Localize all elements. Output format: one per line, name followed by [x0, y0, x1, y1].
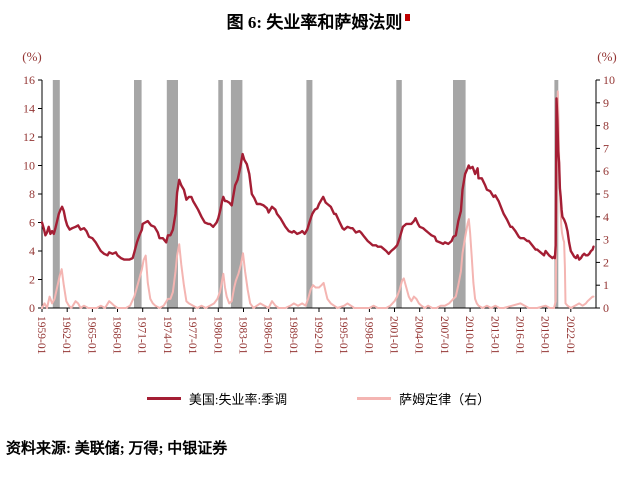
- recession-band: [218, 80, 223, 308]
- x-axis-tick-label: 1998-01: [362, 316, 374, 355]
- legend: 美国:失业率:季调 萨姆定律（右）: [0, 389, 637, 408]
- legend-item-sahm: 萨姆定律（右）: [357, 389, 490, 408]
- x-axis-tick-label: 2010-01: [463, 316, 475, 355]
- x-axis-tick-label: 1989-01: [287, 316, 299, 355]
- sahm-line-swatch: [357, 397, 392, 400]
- x-axis-tick-label: 2013-01: [488, 316, 500, 355]
- recession-band: [134, 80, 142, 308]
- recession-band: [453, 80, 466, 308]
- left-axis-tick-label: 6: [29, 216, 35, 230]
- x-axis-tick-label: 2019-01: [539, 316, 551, 355]
- x-axis-tick-label: 1977-01: [186, 316, 198, 355]
- x-axis-tick-label: 1965-01: [85, 316, 97, 355]
- right-axis-tick-label: 10: [603, 73, 615, 87]
- x-axis-tick-label: 1974-01: [161, 316, 173, 355]
- right-axis-tick-label: 9: [603, 96, 609, 110]
- right-axis-tick-label: 5: [603, 187, 609, 201]
- left-axis-tick-label: 16: [23, 73, 35, 87]
- x-axis-tick-label: 1995-01: [337, 316, 349, 355]
- x-axis-tick-label: 2001-01: [388, 316, 400, 355]
- left-axis-tick-label: 4: [29, 244, 35, 258]
- recession-band: [306, 80, 313, 308]
- x-axis-tick-label: 2022-01: [564, 316, 576, 355]
- recession-band: [230, 80, 243, 308]
- right-axis-tick-label: 8: [603, 119, 609, 133]
- x-axis-tick-label: 1992-01: [312, 316, 324, 355]
- sahm-rule-line: [41, 90, 595, 309]
- chart-title: 图 6: 失业率和萨姆法则: [0, 8, 637, 33]
- title-footnote-icon: [405, 14, 411, 22]
- unemployment-rate-line: [40, 97, 595, 261]
- x-axis-tick-label: 1971-01: [136, 316, 148, 355]
- right-axis-tick-label: 0: [603, 301, 609, 315]
- legend-label-sahm: 萨姆定律（右）: [399, 392, 491, 407]
- source-note: 资料来源: 美联储; 万得; 中银证券: [6, 441, 228, 457]
- recession-band: [166, 80, 178, 308]
- right-axis-tick-label: 3: [603, 233, 609, 247]
- x-axis-tick-label: 1968-01: [111, 316, 123, 355]
- left-axis-tick-label: 0: [29, 301, 35, 315]
- chart-title-text: 图 6: 失业率和萨姆法则: [226, 13, 403, 32]
- right-axis-tick-label: 4: [603, 210, 609, 224]
- recession-band: [396, 80, 402, 308]
- x-axis-tick-label: 1986-01: [262, 316, 274, 355]
- right-axis-tick-label: 2: [603, 255, 609, 269]
- left-axis-unit-label: (%): [22, 49, 42, 64]
- left-axis-tick-label: 10: [23, 159, 35, 173]
- x-axis-tick-label: 2007-01: [438, 316, 450, 355]
- x-axis-tick-label: 2016-01: [514, 316, 526, 355]
- x-axis-tick-label: 1980-01: [211, 316, 223, 355]
- unemployment-line-swatch: [146, 397, 181, 400]
- legend-label-unemployment: 美国:失业率:季调: [188, 392, 288, 407]
- right-axis-unit-label: (%): [597, 49, 617, 64]
- x-axis-tick-label: 1962-01: [60, 316, 72, 355]
- left-axis-tick-label: 8: [29, 187, 35, 201]
- left-axis-tick-label: 2: [29, 273, 35, 287]
- left-axis-tick-label: 14: [23, 102, 35, 116]
- x-axis-tick-label: 1983-01: [237, 316, 249, 355]
- left-axis-tick-label: 12: [23, 130, 35, 144]
- x-axis-tick-label: 2004-01: [413, 316, 425, 355]
- right-axis-tick-label: 7: [603, 141, 609, 155]
- x-axis-tick-label: 1959-01: [35, 316, 47, 355]
- recession-band: [52, 80, 60, 308]
- right-axis-tick-label: 1: [603, 278, 609, 292]
- right-axis-tick-label: 6: [603, 164, 609, 178]
- legend-item-unemployment: 美国:失业率:季调: [146, 389, 288, 408]
